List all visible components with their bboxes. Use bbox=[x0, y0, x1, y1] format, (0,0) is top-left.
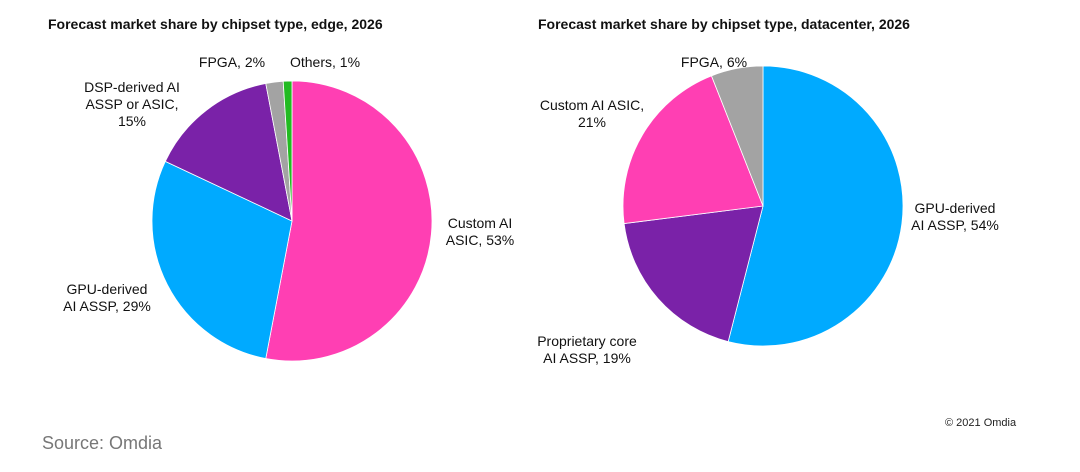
chart-title: Forecast market share by chipset type, d… bbox=[538, 16, 910, 32]
pie-slice bbox=[265, 80, 433, 362]
pie-slice bbox=[151, 160, 293, 359]
slice-label-line: ASSP or ASIC, bbox=[85, 96, 178, 112]
slice-label-line: AI ASSP, 29% bbox=[63, 298, 151, 314]
pie-slice bbox=[710, 65, 764, 207]
copyright-note: © 2021 Omdia bbox=[945, 417, 1017, 429]
slice-label-line: Custom AI bbox=[448, 215, 513, 231]
pie-slice bbox=[727, 65, 904, 347]
slice-label: Proprietary core AI ASSP, 19% bbox=[537, 333, 637, 366]
slice-label-line: GPU-derived bbox=[67, 281, 148, 297]
datacenter-pie-chart: Forecast market share by chipset type, d… bbox=[537, 16, 999, 366]
slice-label: FPGA, 6% bbox=[681, 54, 747, 70]
slice-label-line: FPGA, 2% bbox=[199, 54, 265, 70]
slice-label-line: DSP-derived AI bbox=[84, 79, 180, 95]
chart-title: Forecast market share by chipset type, e… bbox=[48, 16, 383, 32]
slice-label: GPU-derived AI ASSP, 54% bbox=[911, 200, 999, 233]
charts-container: Forecast market share by chipset type, e… bbox=[48, 16, 999, 366]
slice-label-line: Others, 1% bbox=[290, 54, 360, 70]
pie-slice bbox=[164, 83, 293, 222]
slice-label-line: Custom AI ASIC, bbox=[540, 97, 644, 113]
slice-label-line: AI ASSP, 19% bbox=[543, 350, 631, 366]
charts-svg: Forecast market share by chipset type, e… bbox=[48, 16, 999, 366]
slice-label-line: GPU-derived bbox=[915, 200, 996, 216]
slice-label-line: AI ASSP, 54% bbox=[911, 217, 999, 233]
slice-label: Others, 1% bbox=[290, 54, 360, 70]
slice-label-line: 15% bbox=[118, 113, 146, 129]
slice-label-line: Proprietary core bbox=[537, 333, 637, 349]
slice-label: FPGA, 2% bbox=[199, 54, 265, 70]
pie-slice bbox=[282, 80, 293, 222]
slice-label-line: ASIC, 53% bbox=[446, 232, 514, 248]
slice-label: DSP-derived AI ASSP or ASIC, 15% bbox=[84, 79, 180, 129]
slice-label: GPU-derived AI ASSP, 29% bbox=[63, 281, 151, 314]
slice-label: Custom AI ASIC, 53% bbox=[446, 215, 514, 248]
slice-label-line: 21% bbox=[578, 114, 606, 130]
pie-slice bbox=[622, 75, 764, 224]
slice-label-line: FPGA, 6% bbox=[681, 54, 747, 70]
edge-pie-chart: Forecast market share by chipset type, e… bbox=[48, 16, 514, 362]
slice-label: Custom AI ASIC, 21% bbox=[540, 97, 644, 130]
source-note: Source: Omdia bbox=[42, 433, 163, 453]
pie-slice bbox=[623, 205, 764, 343]
